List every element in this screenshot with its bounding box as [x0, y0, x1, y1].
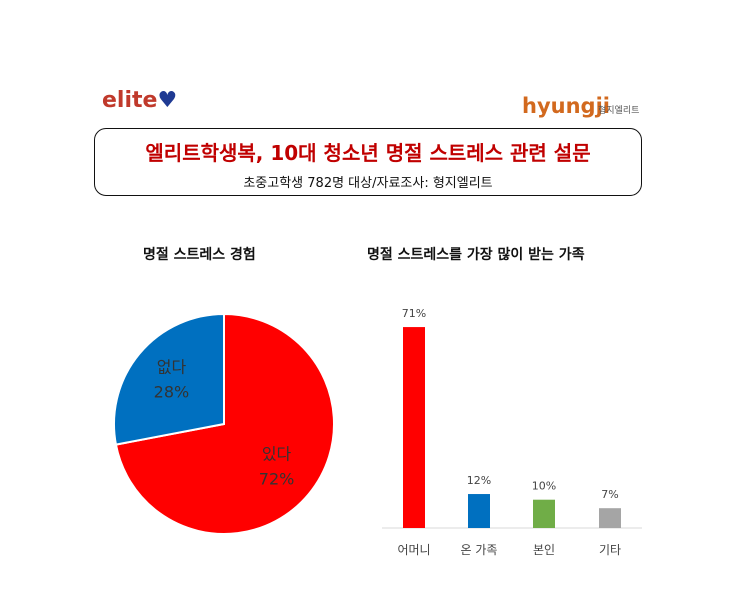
x-tick-label: 온 가족	[461, 543, 498, 557]
bar-data-label: 10%	[532, 480, 556, 493]
bar-2	[533, 499, 555, 528]
pie-title: 명절 스트레스 경험	[143, 247, 256, 263]
pie-label: 있다	[262, 444, 292, 463]
x-tick-label: 어머니	[397, 543, 430, 557]
hyungji-logo: hyungji	[522, 94, 610, 118]
bar-title: 명절 스트레스를 가장 많이 받는 가족	[367, 247, 585, 263]
bar-0	[403, 327, 425, 528]
pie-value-label: 28%	[154, 383, 190, 402]
bar-1	[468, 494, 490, 528]
page-subtitle: 초중고학생 782명 대상/자료조사: 형지엘리트	[243, 176, 493, 191]
title-box: 엘리트학생복, 10대 청소년 명절 스트레스 관련 설문 초중고학생 782명…	[94, 128, 642, 196]
x-tick-label: 기타	[599, 543, 621, 557]
bar-data-label: 12%	[467, 474, 491, 487]
bar-data-label: 71%	[402, 307, 426, 320]
pie-slice-1	[113, 312, 225, 446]
bar-3	[599, 508, 621, 528]
x-tick-label: 본인	[533, 543, 555, 557]
hyungji-logo-sub: 형지엘리트	[598, 106, 640, 116]
bar-data-label: 7%	[601, 488, 618, 501]
elite-logo: elite♥	[102, 88, 178, 113]
page-title: 엘리트학생복, 10대 청소년 명절 스트레스 관련 설문	[145, 141, 591, 165]
pie-value-label: 72%	[259, 469, 295, 488]
pie-label: 없다	[157, 358, 187, 377]
